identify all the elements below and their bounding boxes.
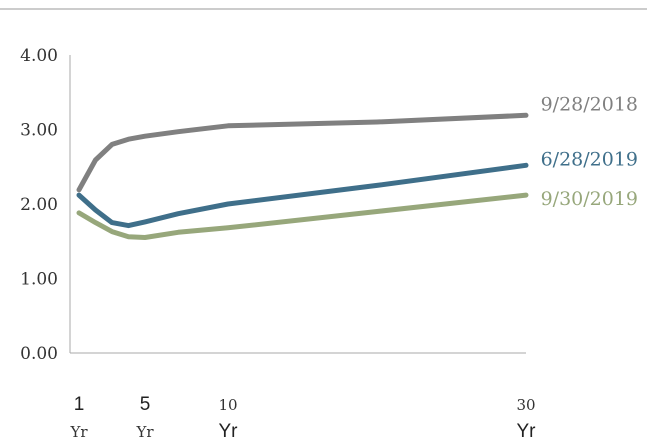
x-tick-unit: Yr <box>219 421 239 441</box>
y-tick-labels: 0.00 1.00 2.00 3.00 4.00 <box>20 46 58 364</box>
x-tick-unit: Yr <box>517 421 537 441</box>
y-tick-label: 0.00 <box>20 344 58 364</box>
series-label: 9/28/2018 <box>541 93 638 115</box>
y-tick-label: 1.00 <box>20 270 58 290</box>
x-tick-unit: Yr <box>135 423 154 441</box>
y-tick-label: 4.00 <box>20 46 58 66</box>
series-line <box>76 162 529 229</box>
x-tick-unit: Yr <box>69 423 88 441</box>
y-tick-label: 3.00 <box>20 121 58 141</box>
x-tick-label: 10 <box>218 396 237 414</box>
series-label: 9/30/2019 <box>541 188 638 210</box>
series-line <box>76 192 529 240</box>
series-lines <box>76 112 529 240</box>
series-line <box>76 112 529 193</box>
x-tick-label: 5 <box>140 394 151 415</box>
series-label: 6/28/2019 <box>541 148 638 170</box>
y-tick-label: 2.00 <box>20 195 58 215</box>
x-tick-label: 1 <box>74 394 85 415</box>
x-tick-labels: 1 Yr 5 Yr 10 Yr 30 Yr <box>69 394 536 441</box>
x-tick-label: 30 <box>516 396 535 414</box>
series-labels: 9/28/2018 6/28/2019 9/30/2019 <box>541 93 638 210</box>
